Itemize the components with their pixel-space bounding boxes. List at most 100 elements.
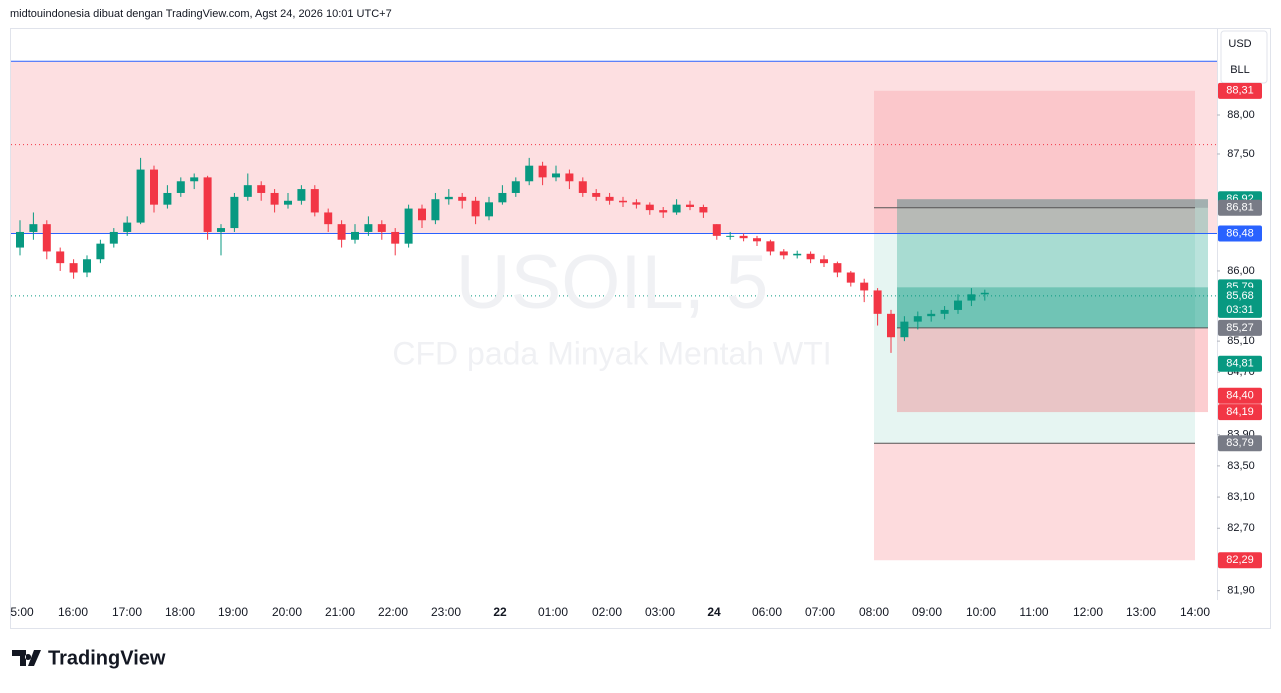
unit[interactable]: BLL [1230, 64, 1250, 76]
candle-body [632, 202, 641, 205]
candle-body [699, 207, 708, 213]
x-tick-label: 23:00 [431, 605, 461, 619]
candle-body [270, 192, 279, 205]
price-badge-label: 86,48 [1226, 227, 1254, 239]
candle-body [109, 231, 118, 244]
y-tick-label: 83,50 [1227, 460, 1255, 472]
candle-body [150, 169, 158, 205]
logo: TradingView [12, 647, 166, 669]
price-badge-label: 85,27 [1226, 322, 1254, 334]
x-tick-label: 12:00 [1073, 605, 1103, 619]
candle-body [418, 208, 426, 221]
candle-body [779, 251, 788, 256]
x-tick-label: 19:00 [218, 605, 248, 619]
chart-frame [10, 28, 1271, 629]
candle-body [793, 253, 802, 256]
candle-body [846, 272, 855, 283]
candle-body [578, 181, 587, 193]
x-tick-label: 16:00 [58, 605, 88, 619]
candle-body [873, 290, 882, 314]
candle-body [940, 309, 949, 314]
candle-body [337, 224, 346, 240]
price-badge-label: 85,68 [1226, 290, 1254, 302]
candle-body [980, 292, 989, 295]
candle-body [739, 235, 748, 239]
candle-body [833, 263, 842, 273]
stop-zone [874, 90, 1195, 234]
logo-text: TradingView [48, 647, 166, 669]
candle-body [217, 228, 225, 232]
candle-body [927, 313, 936, 317]
candle-body [525, 165, 534, 182]
price-badge [1218, 435, 1262, 452]
candle-body [605, 196, 614, 201]
candle-body [364, 224, 373, 232]
candle-body [310, 189, 319, 213]
candle-body [645, 204, 654, 211]
x-tick-label: 24 [707, 605, 721, 619]
price-badge-label: 88,31 [1226, 85, 1254, 97]
price-badge-label: 84,81 [1226, 358, 1254, 370]
candle-body [913, 316, 922, 322]
watermark-symbol: USOIL, 5 [456, 240, 769, 325]
candle-body [592, 192, 601, 197]
candle-body [967, 294, 976, 301]
stop-zone [897, 327, 1208, 413]
price-badge [1218, 287, 1262, 318]
x-tick-label: 13:00 [1126, 605, 1156, 619]
candle-body [444, 196, 453, 200]
entry-zone [897, 199, 1208, 208]
x-tick-label: 01:00 [538, 605, 568, 619]
candle-body [511, 181, 520, 193]
candle-body [284, 200, 292, 205]
candle-body [712, 224, 721, 236]
logo-icon [12, 650, 41, 666]
candle-body [136, 169, 145, 223]
price-badge-label: 83,79 [1226, 437, 1254, 449]
candle-body [96, 243, 105, 260]
candle-body [565, 173, 574, 182]
price-badge [1218, 225, 1262, 242]
candle-body [954, 300, 962, 310]
candle-body [431, 199, 440, 221]
stop-zone [874, 443, 1195, 561]
candle-body [163, 192, 172, 205]
price-badge-label: 86,81 [1226, 202, 1254, 214]
candle-body [887, 313, 895, 338]
price-badge [1218, 82, 1262, 99]
candle-body [404, 208, 413, 244]
x-tick-label: 22:00 [378, 605, 408, 619]
x-tick-label: 11:00 [1019, 605, 1048, 619]
price-badge [1218, 319, 1262, 336]
candle-body [176, 181, 185, 193]
candle-body [686, 204, 694, 208]
price-badge [1218, 387, 1262, 404]
price-badge-label: 82,29 [1226, 554, 1254, 566]
x-tick-label: 5:00 [10, 605, 34, 619]
candle-body [243, 185, 252, 197]
candle-body [69, 263, 78, 273]
price-badge [1218, 404, 1262, 421]
x-tick-label: 09:00 [912, 605, 942, 619]
candle-body [16, 231, 24, 248]
candle-body [498, 192, 507, 203]
price-badge [1218, 355, 1262, 372]
candle-body [726, 235, 735, 237]
candle-body [659, 210, 668, 213]
candle-body [190, 177, 199, 182]
x-tick-label: 10:00 [966, 605, 996, 619]
candle-body [753, 238, 761, 242]
candle-body [538, 165, 547, 178]
x-tick-label: 20:00 [272, 605, 302, 619]
currency[interactable]: USD [1228, 38, 1251, 50]
target-zone [897, 287, 1208, 328]
candle-body [230, 196, 239, 229]
y-tick-label: 88,00 [1227, 109, 1255, 121]
x-tick-label: 06:00 [752, 605, 782, 619]
y-tick-label: 87,50 [1227, 148, 1255, 160]
candle-body [900, 321, 909, 338]
candle-body [820, 259, 828, 264]
target-zone [874, 233, 1195, 444]
